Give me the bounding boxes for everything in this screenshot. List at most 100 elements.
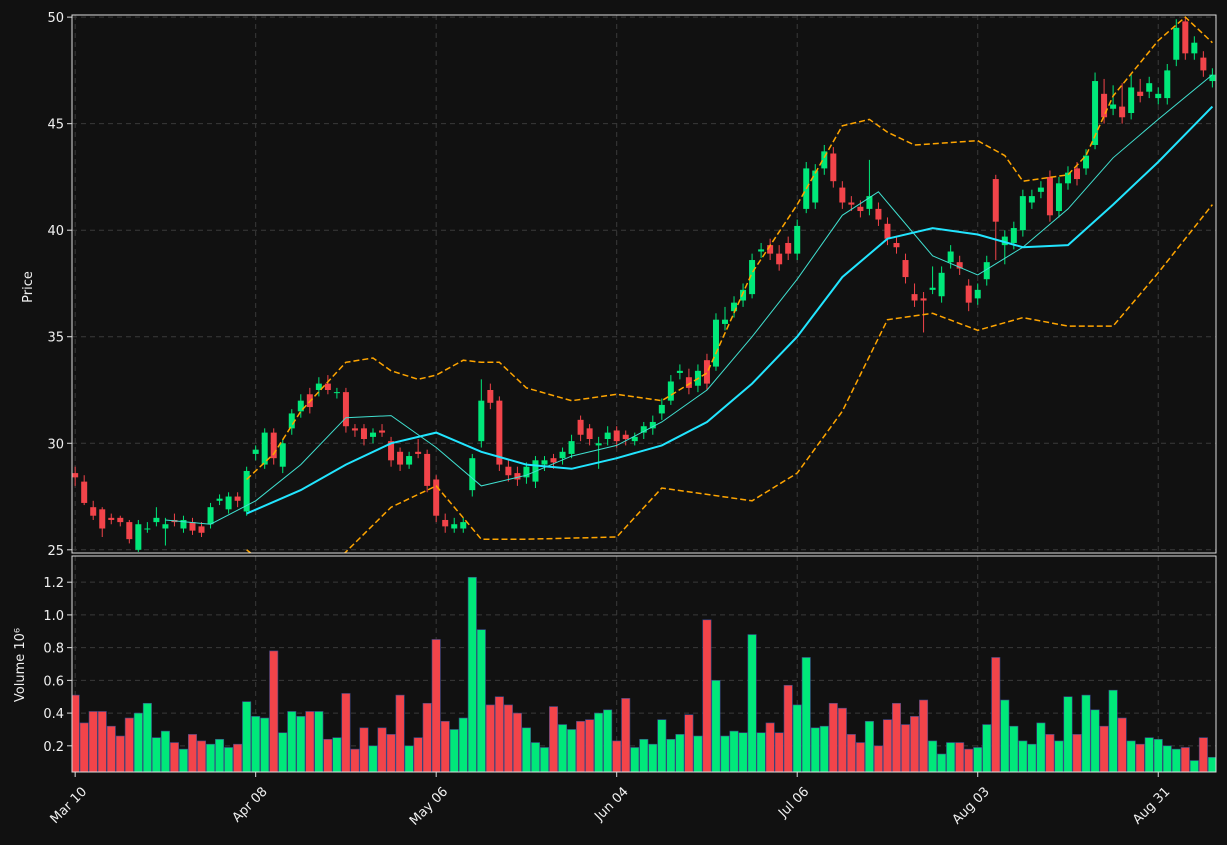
candle-body <box>189 522 196 531</box>
candle-body <box>631 436 638 442</box>
volume-bar <box>1171 748 1181 772</box>
y-tick-label: 30 <box>47 437 64 452</box>
volume-bar <box>476 629 486 772</box>
candle-body <box>279 443 286 467</box>
candle-body <box>478 400 485 442</box>
candle-body <box>1101 93 1108 118</box>
volume-bar <box>882 719 892 772</box>
volume-bar <box>215 738 225 772</box>
volume-bar <box>142 702 152 772</box>
volume-bar <box>901 724 911 772</box>
x-tick-label: Aug 31 <box>1130 784 1173 827</box>
candle-body <box>487 390 494 403</box>
indicator-line <box>165 74 1213 525</box>
candle-body <box>433 479 440 516</box>
volume-bar <box>910 716 920 772</box>
volume-bar <box>422 702 432 772</box>
volume-bar <box>1189 760 1199 772</box>
candle-body <box>442 519 449 527</box>
candle-body <box>360 428 367 440</box>
candle-body <box>333 392 340 394</box>
candle-body <box>180 519 187 529</box>
candle-body <box>1046 176 1053 216</box>
candle-body <box>424 453 431 486</box>
volume-bar <box>151 737 161 772</box>
candle-body <box>108 517 115 520</box>
volume-bar <box>197 740 207 772</box>
volume-bar <box>585 719 595 772</box>
candle-body <box>1155 93 1162 99</box>
volume-bar <box>1117 717 1127 772</box>
candle-body <box>875 208 882 220</box>
candle-body <box>1055 183 1062 212</box>
candle-body <box>956 262 963 269</box>
volume-bar <box>729 730 739 772</box>
volume-bar <box>296 716 306 772</box>
volume-bar <box>187 734 197 772</box>
candle-body <box>153 517 160 523</box>
volume-bar <box>1144 737 1154 772</box>
volume-bar <box>124 717 134 772</box>
candle-body <box>550 458 557 463</box>
candle-body <box>1019 196 1026 231</box>
candle-body <box>460 522 467 529</box>
volume-bar <box>539 747 549 772</box>
volume-bar <box>332 737 342 772</box>
volume-bar <box>88 711 98 772</box>
price-frame <box>71 14 1217 554</box>
candle-body <box>72 473 79 478</box>
volume-bar <box>314 711 324 772</box>
volume-bar <box>1036 722 1046 772</box>
volume-frame <box>71 555 1217 773</box>
volume-bar <box>115 735 125 772</box>
y-tick-label: 50 <box>47 11 64 26</box>
candle-body <box>225 496 232 510</box>
candle-body <box>397 451 404 465</box>
volume-bar <box>928 740 938 772</box>
candle-body <box>640 426 647 433</box>
volume-bar <box>106 725 116 772</box>
candle-body <box>1209 74 1216 82</box>
candle-body <box>622 434 629 440</box>
volume-bar <box>350 748 360 772</box>
volume-bar <box>404 745 414 772</box>
x-tick-label: Aug 03 <box>950 784 993 827</box>
volume-bar <box>819 725 829 772</box>
candle-body <box>767 245 774 254</box>
candle-body <box>144 528 151 530</box>
volume-bar <box>621 698 631 772</box>
candle-body <box>1128 87 1135 114</box>
candle-body <box>234 496 241 501</box>
candle-body <box>722 319 729 324</box>
y2-tick-label: 1.0 <box>43 609 64 624</box>
volume-bar <box>377 727 387 772</box>
candle-body <box>1110 104 1117 109</box>
candle-body <box>776 253 783 265</box>
volume-bar <box>747 634 757 772</box>
candle-body <box>577 419 584 435</box>
volume-bar <box>738 732 748 772</box>
candle-body <box>243 470 250 512</box>
volume-bar <box>828 702 838 772</box>
volume-bar <box>467 576 477 772</box>
x-tick-label: Jul 06 <box>775 784 812 821</box>
candle-body <box>469 458 476 491</box>
candle-body <box>162 524 169 529</box>
candle-body <box>1010 228 1017 243</box>
volume-bar <box>937 753 947 772</box>
candle-body <box>90 507 97 516</box>
volume-bar <box>946 742 956 772</box>
candle-body <box>586 428 593 440</box>
candle-body <box>514 473 521 480</box>
volume-bar <box>873 745 883 772</box>
candle-body <box>703 360 710 384</box>
volume-bar <box>485 704 495 772</box>
candle-body <box>1074 168 1081 180</box>
volume-bar <box>1099 725 1109 772</box>
y2-tick-label: 0.8 <box>43 642 64 657</box>
volume-bar <box>549 706 559 772</box>
candle-body <box>541 460 548 465</box>
volume-bar <box>630 747 640 772</box>
volume-bar <box>395 694 405 772</box>
candle-body <box>821 151 828 169</box>
